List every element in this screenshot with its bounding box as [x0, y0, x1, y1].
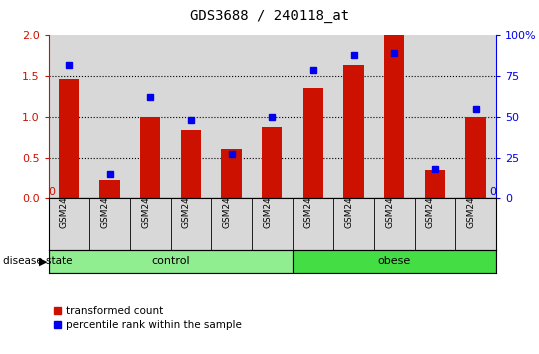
- Text: 0: 0: [49, 187, 56, 197]
- Text: GSM243275: GSM243275: [467, 173, 475, 228]
- Text: GSM243218: GSM243218: [182, 173, 191, 228]
- Bar: [293, 250, 496, 273]
- Bar: [343, 65, 364, 198]
- Bar: [303, 87, 323, 198]
- Bar: [59, 79, 79, 198]
- Bar: [181, 130, 201, 198]
- Text: GSM243217: GSM243217: [141, 173, 150, 228]
- Bar: [384, 35, 404, 198]
- Text: disease state: disease state: [3, 256, 72, 266]
- Text: 0: 0: [489, 187, 496, 197]
- Text: GSM243216: GSM243216: [100, 173, 109, 228]
- Text: GSM243228: GSM243228: [426, 173, 435, 228]
- Bar: [222, 149, 241, 198]
- Bar: [262, 127, 282, 198]
- Text: GSM243225: GSM243225: [304, 173, 313, 228]
- Text: control: control: [151, 256, 190, 267]
- Text: obese: obese: [378, 256, 411, 267]
- Legend: transformed count, percentile rank within the sample: transformed count, percentile rank withi…: [54, 306, 242, 330]
- Text: ▶: ▶: [39, 256, 47, 266]
- Text: GSM243220: GSM243220: [263, 173, 272, 228]
- Bar: [99, 180, 120, 198]
- Bar: [425, 170, 445, 198]
- Text: GSM243226: GSM243226: [344, 173, 354, 228]
- Text: GSM243219: GSM243219: [223, 173, 232, 228]
- Text: GDS3688 / 240118_at: GDS3688 / 240118_at: [190, 9, 349, 23]
- Bar: [140, 117, 161, 198]
- Text: GSM243227: GSM243227: [385, 173, 394, 228]
- Text: GSM243215: GSM243215: [60, 173, 69, 228]
- Bar: [465, 117, 486, 198]
- Bar: [49, 250, 293, 273]
